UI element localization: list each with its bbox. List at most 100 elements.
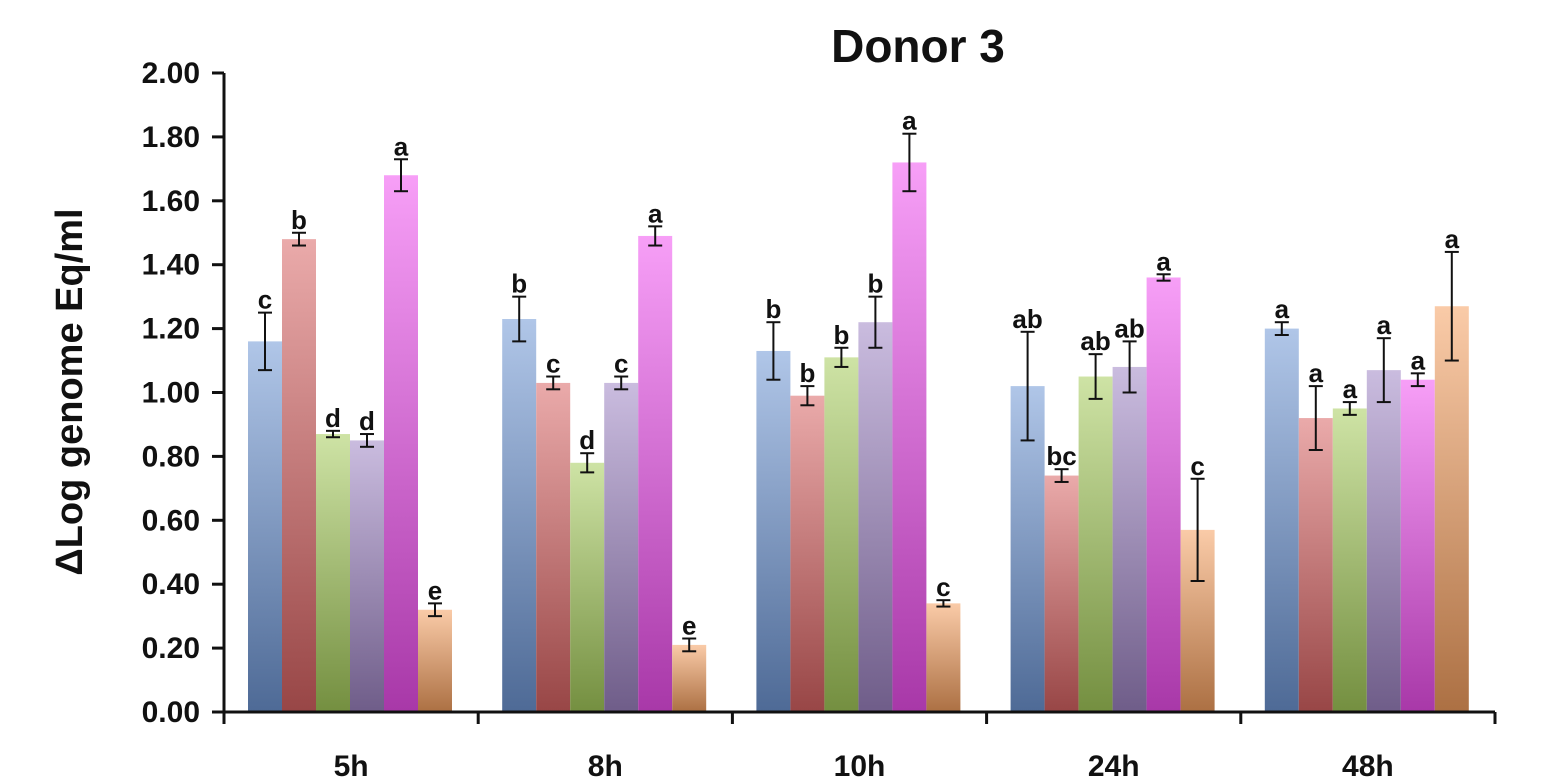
bar-5h-s1 [248, 341, 282, 712]
error-bar-5h-s1 [258, 311, 272, 372]
error-bar-48h-s5 [1410, 372, 1425, 388]
error-bar-24h-s5 [1156, 273, 1171, 282]
sig-label-5h-s5: a [394, 131, 409, 161]
error-bar-10h-s5 [902, 132, 917, 193]
sig-label-5h-s4: d [359, 406, 375, 436]
bar-24h-s5 [1146, 277, 1181, 712]
error-bar-24h-s3 [1088, 353, 1103, 400]
error-bar-24h-s4 [1122, 340, 1137, 394]
sig-label-10h-s6: c [936, 572, 950, 602]
bar-5h-s4 [350, 440, 384, 712]
sig-label-48h-s3: a [1343, 374, 1358, 404]
error-bar-10h-s3 [834, 346, 849, 368]
sig-label-10h-s1: b [765, 294, 781, 324]
bar-5h-s3 [316, 434, 350, 712]
sig-label-8h-s1: b [511, 269, 527, 299]
error-bar-8h-s4 [614, 375, 629, 391]
bar-24h-s2 [1044, 475, 1079, 712]
y-tick-label: 1.20 [142, 313, 200, 346]
sig-label-8h-s5: a [648, 198, 663, 228]
error-bar-48h-s3 [1342, 401, 1357, 416]
sig-label-48h-s1: a [1275, 294, 1290, 324]
y-tick-label: 0.60 [142, 504, 200, 537]
sig-label-24h-s1: ab [1012, 304, 1042, 334]
error-bar-10h-s2 [800, 385, 815, 407]
sig-label-5h-s3: d [325, 403, 341, 433]
bar-48h-s5 [1400, 379, 1435, 712]
error-bar-24h-s2 [1054, 468, 1069, 483]
error-bar-8h-s1 [512, 295, 527, 343]
bar-48h-s2 [1298, 418, 1333, 712]
bar-10h-s1 [756, 350, 791, 712]
sig-label-24h-s3: ab [1080, 326, 1110, 356]
sig-label-48h-s2: a [1309, 358, 1324, 388]
bar-48h-s3 [1332, 408, 1367, 712]
sig-label-10h-s4: b [867, 269, 883, 299]
error-bar-24h-s1 [1020, 330, 1035, 442]
sig-label-10h-s5: a [902, 106, 917, 136]
y-tick-label: 1.80 [142, 121, 200, 154]
error-bars-group [258, 132, 1459, 653]
y-tick-label: 1.00 [142, 377, 200, 410]
sig-label-24h-s6: c [1190, 451, 1204, 481]
sig-label-8h-s4: c [614, 349, 628, 379]
sig-label-10h-s2: b [799, 358, 815, 388]
y-tick-label: 1.60 [142, 185, 200, 218]
error-bar-48h-s2 [1308, 385, 1323, 452]
bar-48h-s4 [1366, 370, 1401, 712]
error-bar-8h-s2 [546, 375, 561, 391]
bar-10h-s6 [926, 603, 961, 712]
y-tick-label: 1.40 [142, 249, 200, 282]
error-bar-5h-s3 [326, 429, 340, 439]
error-bar-48h-s4 [1376, 337, 1391, 404]
sig-label-48h-s4: a [1377, 310, 1392, 340]
bar-24h-s3 [1078, 376, 1113, 712]
x-tick-label-24h: 24h [1088, 750, 1140, 783]
y-axis-ticks: 0.00 0.20 0.40 0.60 0.80 1.00 1.20 1.40 1.60 1.80… [142, 57, 224, 729]
sig-label-8h-s3: d [579, 425, 595, 455]
sig-label-5h-s1: c [258, 285, 272, 315]
y-axis-label: ΔLog genome Eq/ml [49, 208, 91, 575]
chart-title: Donor 3 [831, 20, 1005, 72]
bar-8h-s6 [672, 644, 707, 712]
error-bar-8h-s3 [580, 452, 595, 474]
error-bar-10h-s4 [868, 295, 883, 349]
sig-label-10h-s3: b [833, 320, 849, 350]
bar-10h-s2 [790, 395, 825, 712]
bar-5h-s6 [418, 609, 452, 712]
bar-24h-s4 [1112, 366, 1147, 712]
bar-10h-s4 [858, 322, 893, 712]
y-tick-label: 0.40 [142, 568, 200, 601]
bar-8h-s1 [502, 319, 537, 712]
x-tick-label-10h: 10h [834, 750, 886, 783]
sig-label-48h-s6: a [1445, 224, 1460, 254]
x-tick-label-8h: 8h [588, 750, 623, 783]
sig-label-5h-s2: b [291, 205, 307, 235]
sig-label-8h-s6: e [682, 611, 696, 641]
sig-label-8h-s2: c [546, 349, 560, 379]
y-tick-label: 0.20 [142, 632, 200, 665]
bars-group [248, 162, 1469, 713]
y-tick-label: 0.80 [142, 440, 200, 473]
y-tick-label: 2.00 [142, 57, 200, 90]
x-axis-ticks: 5h 8h 10h 24h 48h [222, 712, 1497, 783]
error-bar-5h-s2 [292, 231, 306, 247]
error-bar-48h-s6 [1444, 250, 1459, 362]
bar-5h-s2 [282, 239, 316, 712]
sig-label-24h-s4: ab [1114, 313, 1144, 343]
bar-48h-s6 [1434, 306, 1469, 712]
error-bar-10h-s6 [936, 599, 951, 608]
sig-label-48h-s5: a [1411, 345, 1426, 375]
error-bar-10h-s1 [766, 321, 781, 381]
bar-8h-s3 [570, 462, 605, 712]
error-bar-5h-s4 [360, 433, 374, 448]
sig-label-24h-s5: a [1156, 246, 1171, 276]
bar-48h-s1 [1264, 328, 1299, 712]
bar-8h-s2 [536, 382, 571, 712]
bar-10h-s3 [824, 357, 859, 712]
bar-10h-s5 [892, 162, 927, 712]
error-bar-48h-s1 [1274, 321, 1289, 336]
error-bar-5h-s5 [394, 158, 408, 193]
